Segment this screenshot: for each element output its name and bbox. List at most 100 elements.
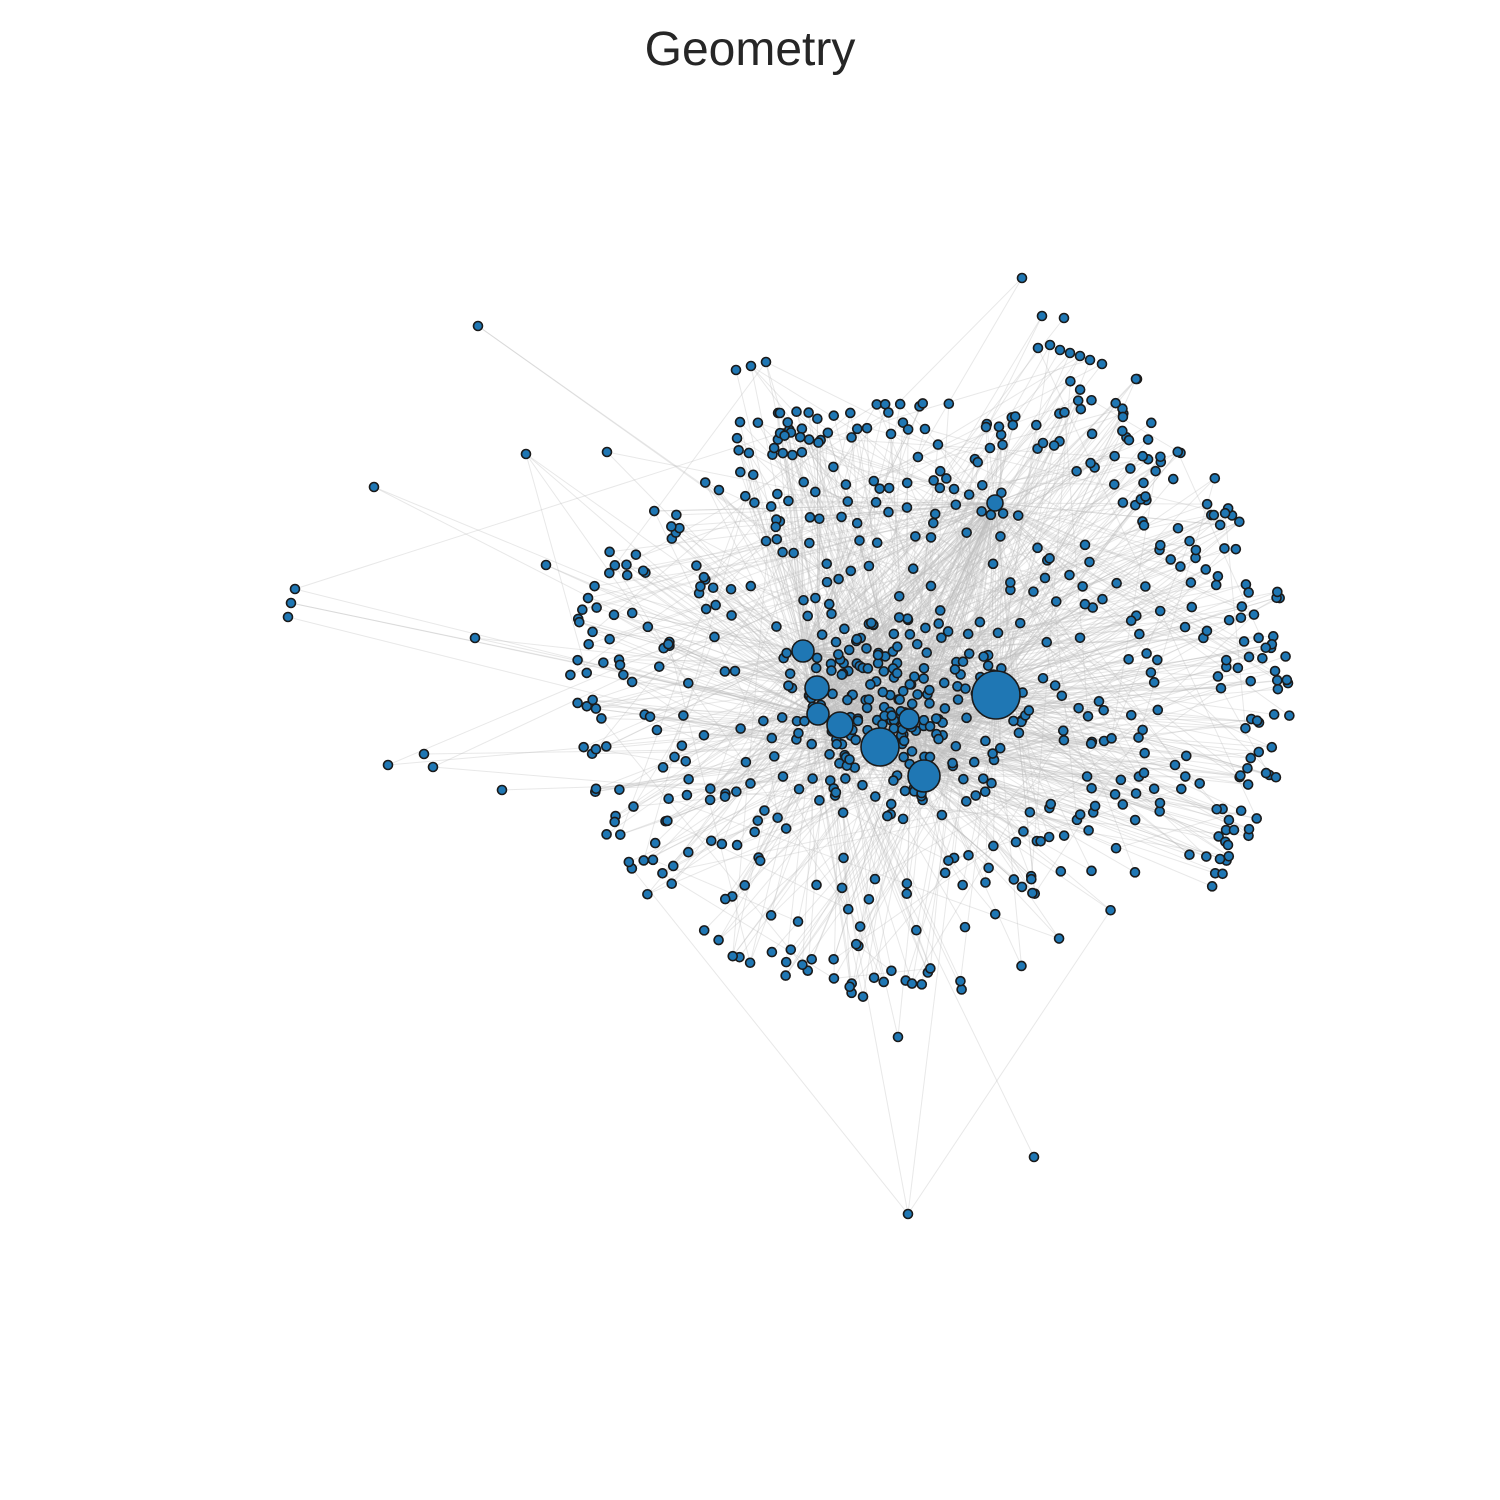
- graph-node: [1140, 581, 1151, 592]
- graph-node: [282, 611, 294, 623]
- graph-edge: [831, 613, 881, 748]
- graph-node: [1125, 709, 1137, 721]
- graph-node: [671, 509, 682, 521]
- graph-edge: [644, 650, 804, 716]
- graph-node: [1212, 571, 1224, 582]
- graph-edge: [898, 502, 996, 597]
- graph-edge: [577, 687, 818, 704]
- graph-edge: [874, 647, 1267, 880]
- graph-edge: [913, 502, 996, 792]
- graph-node: [824, 749, 835, 760]
- graph-edge: [995, 430, 1123, 696]
- graph-node: [1260, 642, 1272, 654]
- graph-edge: [839, 433, 1093, 726]
- graph-node: [1074, 809, 1086, 820]
- graph-node: [1013, 727, 1025, 739]
- graph-node: [735, 723, 746, 734]
- graph-edge: [994, 502, 1255, 616]
- graph-node: [1125, 463, 1136, 474]
- graph-node: [811, 879, 822, 891]
- graph-edge: [525, 453, 804, 652]
- graph-edge: [802, 563, 994, 652]
- graph-edge: [703, 724, 841, 736]
- graph-node: [1109, 450, 1120, 462]
- graph-edge: [995, 694, 1270, 776]
- graph-node: [906, 978, 918, 989]
- hub-node: [971, 670, 1021, 720]
- graph-node: [838, 852, 849, 864]
- graph-edge: [923, 412, 1065, 777]
- graph-node: [1032, 542, 1043, 554]
- graph-node: [1024, 806, 1036, 818]
- graph-edge: [779, 412, 1161, 804]
- graph-edge: [675, 514, 804, 652]
- graph-edge: [592, 412, 851, 633]
- graph-edge: [758, 694, 997, 858]
- graph-node: [1155, 539, 1166, 551]
- graph-edge: [669, 641, 819, 715]
- graph-node: [980, 735, 991, 747]
- graph-node: [1176, 783, 1187, 795]
- graph-edge: [802, 458, 1149, 652]
- graph-node: [678, 710, 689, 721]
- graph-node: [780, 956, 792, 968]
- graph-node: [1081, 771, 1093, 782]
- graph-node: [520, 448, 532, 460]
- graph-edge: [709, 491, 816, 801]
- graph-edge: [839, 502, 996, 726]
- graph-node: [719, 666, 731, 677]
- graph-node: [1097, 593, 1108, 605]
- graph-node: [1139, 747, 1150, 759]
- graph-edge: [619, 664, 841, 726]
- graph-node: [604, 633, 615, 645]
- graph-node: [289, 583, 301, 595]
- graph-node: [918, 673, 930, 684]
- graph-node: [1200, 564, 1212, 575]
- graph-edge: [1138, 478, 1216, 738]
- graph-edge: [995, 615, 1137, 696]
- graph-node: [731, 432, 743, 444]
- graph-node: [1270, 771, 1282, 783]
- graph-edge: [817, 713, 870, 900]
- graph-node: [699, 477, 711, 488]
- graph-edge: [994, 502, 1290, 717]
- graph-edge: [908, 718, 1219, 837]
- graph-edge: [995, 694, 1230, 857]
- graph-node: [1219, 543, 1230, 554]
- graph-node: [961, 527, 972, 538]
- graph-edge: [757, 713, 819, 821]
- graph-edge: [501, 775, 925, 791]
- graph-node: [933, 733, 944, 745]
- node-layer: [282, 272, 1295, 1220]
- graph-node: [902, 613, 913, 624]
- graph-node: [994, 742, 1006, 754]
- graph-edge: [817, 514, 1212, 715]
- graph-node: [609, 816, 620, 828]
- graph-node: [1172, 446, 1184, 458]
- graph-node: [1245, 752, 1257, 764]
- graph-edge: [846, 723, 1217, 810]
- graph-node: [782, 417, 794, 428]
- graph-node: [719, 791, 731, 802]
- graph-node: [1284, 710, 1295, 721]
- graph-node: [772, 812, 783, 824]
- graph-node: [743, 447, 755, 459]
- graph-edge: [817, 378, 1138, 715]
- graph-node: [781, 647, 792, 659]
- hub-node: [860, 727, 900, 767]
- graph-edge: [631, 502, 996, 683]
- graph-edge: [525, 453, 588, 674]
- graph-node: [710, 599, 721, 611]
- graph-node: [1098, 705, 1110, 716]
- chart-title: Geometry: [644, 23, 856, 76]
- graph-edge: [802, 403, 924, 652]
- graph-edge: [802, 277, 1023, 652]
- graph-edge: [736, 775, 925, 846]
- graph-node: [725, 583, 737, 595]
- graph-node: [1065, 375, 1076, 387]
- graph-node: [925, 580, 937, 592]
- graph-edge: [908, 439, 1149, 720]
- graph-edge: [662, 636, 715, 768]
- graph-edge: [929, 462, 979, 969]
- graph-node: [810, 486, 821, 498]
